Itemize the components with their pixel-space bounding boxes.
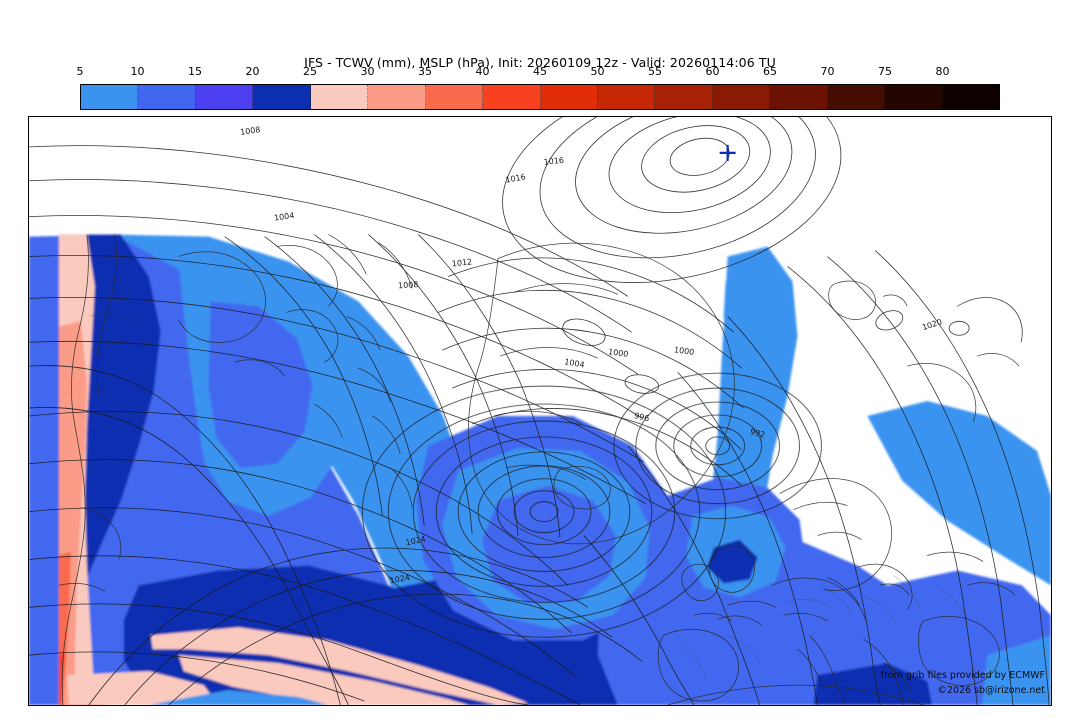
colorbar-segment-20 bbox=[253, 85, 311, 109]
colorbar-tick-55: 55 bbox=[648, 65, 662, 78]
svg-text:1004: 1004 bbox=[564, 357, 586, 369]
svg-text:1024: 1024 bbox=[405, 534, 427, 547]
colorbar-segment-35 bbox=[425, 85, 484, 109]
colorbar-tick-labels: 5 10 15 20 25 30 35 40 45 50 55 60 65 70 75 80 bbox=[76, 65, 1000, 81]
colorbar-tick-75: 75 bbox=[878, 65, 892, 78]
colorbar-segment-25 bbox=[310, 85, 369, 109]
svg-text:1016: 1016 bbox=[505, 172, 527, 184]
svg-text:1000: 1000 bbox=[608, 347, 629, 359]
colorbar-tick-10: 10 bbox=[130, 65, 145, 78]
colorbar-tick-15: 15 bbox=[188, 65, 202, 78]
mslp-contours bbox=[29, 117, 1050, 705]
page-title: IFS - TCWV (mm), MSLP (hPa), Init: 20260… bbox=[304, 55, 776, 70]
svg-text:1012: 1012 bbox=[451, 257, 472, 268]
tcwv-shading bbox=[29, 234, 1051, 705]
high-pressure-marker bbox=[719, 144, 736, 161]
svg-text:1000: 1000 bbox=[673, 345, 694, 357]
source-credit: from grib files provided by ECMWF bbox=[880, 670, 1045, 681]
copyright-credit: ©2026 sb@irizone.net bbox=[937, 685, 1045, 696]
colorbar-segment-10 bbox=[138, 85, 196, 109]
svg-text:1008: 1008 bbox=[240, 125, 261, 137]
svg-text:1016: 1016 bbox=[543, 156, 564, 167]
svg-text:992: 992 bbox=[749, 427, 766, 439]
colorbar-tick-60: 60 bbox=[705, 65, 720, 78]
colorbar-tick-35: 35 bbox=[418, 65, 432, 78]
colorbar-tick-25: 25 bbox=[303, 65, 317, 78]
colorbar-tick-30: 30 bbox=[360, 65, 375, 78]
colorbar-gradient bbox=[80, 84, 1000, 110]
colorbar-segment-5 bbox=[81, 85, 139, 109]
colorbar-segment-30 bbox=[368, 85, 426, 109]
contour-labels: 1008 1012 1016 1016 1008 1004 1000 996 1… bbox=[240, 125, 944, 585]
country-borders bbox=[88, 314, 968, 680]
colorbar-tick-80: 80 bbox=[935, 65, 950, 78]
colorbar-segment-50 bbox=[597, 85, 656, 109]
colorbar-segment-65 bbox=[770, 85, 828, 109]
svg-text:1008: 1008 bbox=[398, 280, 419, 290]
colorbar-tick-50: 50 bbox=[590, 65, 605, 78]
colorbar-tick-65: 65 bbox=[763, 65, 777, 78]
colorbar-segment-55 bbox=[655, 85, 713, 109]
colorbar: 5 10 15 20 25 30 35 40 45 50 55 60 65 70 75 80 bbox=[77, 65, 1000, 110]
colorbar-segment-80 bbox=[942, 85, 999, 109]
colorbar-segment-45 bbox=[540, 85, 598, 109]
svg-text:1024: 1024 bbox=[389, 573, 411, 585]
colorbar-segment-60 bbox=[712, 85, 771, 109]
colorbar-tick-70: 70 bbox=[820, 65, 835, 78]
svg-text:996: 996 bbox=[633, 411, 650, 423]
map-panel[interactable]: 1008 1012 1016 1016 1008 1004 1000 996 1… bbox=[28, 116, 1052, 706]
colorbar-tick-20: 20 bbox=[245, 65, 260, 78]
colorbar-tick-40: 40 bbox=[475, 65, 490, 78]
colorbar-segment-40 bbox=[483, 85, 541, 109]
map-canvas: 1008 1012 1016 1016 1008 1004 1000 996 1… bbox=[29, 117, 1051, 705]
colorbar-segment-15 bbox=[195, 85, 254, 109]
colorbar-segment-75 bbox=[885, 85, 943, 109]
colorbar-tick-45: 45 bbox=[533, 65, 547, 78]
colorbar-tick-5: 5 bbox=[76, 65, 84, 78]
coastlines bbox=[58, 234, 1023, 705]
svg-text:1004: 1004 bbox=[274, 211, 295, 223]
colorbar-segment-70 bbox=[827, 85, 886, 109]
